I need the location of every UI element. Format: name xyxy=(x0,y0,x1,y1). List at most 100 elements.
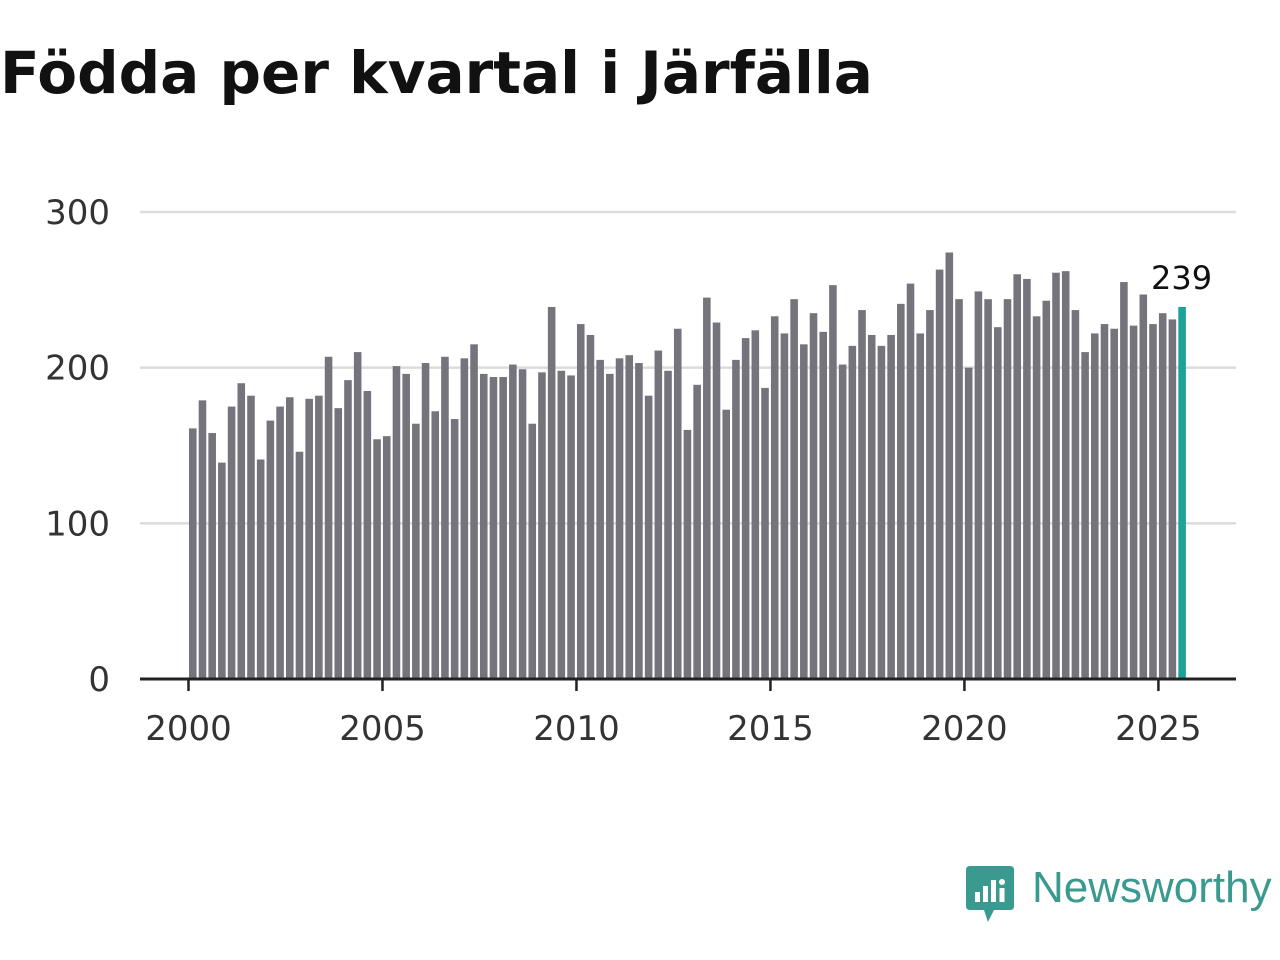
bar-2001Q2 xyxy=(237,383,246,679)
x-tick-label-2015: 2015 xyxy=(727,709,814,749)
bar-2024Q1 xyxy=(1120,282,1128,679)
bar-2000Q2 xyxy=(198,400,207,679)
bar-2018Q4 xyxy=(916,333,924,679)
bar-2006Q4 xyxy=(450,419,459,679)
bar-2012Q2 xyxy=(664,370,672,679)
bar-2021Q4 xyxy=(1032,316,1041,679)
y-tick-label-200: 200 xyxy=(45,349,110,389)
y-axis-ticks: 0 100 200 300 xyxy=(45,193,110,700)
bar-2016Q2 xyxy=(819,331,828,679)
bar-2011Q2 xyxy=(625,355,634,679)
y-tick-label-300: 300 xyxy=(45,193,110,233)
bar-2000Q3 xyxy=(208,433,216,679)
bar-2013Q2 xyxy=(703,297,711,679)
bar-2015Q1 xyxy=(770,316,779,679)
bar-2014Q1 xyxy=(732,359,740,679)
bar-2020Q4 xyxy=(994,327,1002,679)
bar-2009Q4 xyxy=(567,375,575,679)
bar-2005Q1 xyxy=(382,436,391,679)
bar-2003Q3 xyxy=(324,356,333,679)
bar-2004Q2 xyxy=(353,352,362,679)
bar-2008Q3 xyxy=(518,369,527,679)
bar-2008Q4 xyxy=(528,423,537,679)
x-tick-label-2020: 2020 xyxy=(921,709,1008,749)
bar-2021Q1 xyxy=(1003,299,1012,679)
bar-2014Q3 xyxy=(751,330,760,679)
bar-2002Q2 xyxy=(276,406,284,679)
bar-2003Q1 xyxy=(305,398,313,679)
bar-2004Q3 xyxy=(363,391,372,679)
bar-2017Q4 xyxy=(877,345,886,679)
bar-2013Q3 xyxy=(712,322,721,679)
bar-2016Q1 xyxy=(809,313,818,679)
bar-2013Q4 xyxy=(722,409,731,679)
bar-2017Q2 xyxy=(858,310,866,679)
x-tick-label-2025: 2025 xyxy=(1115,709,1202,749)
bar-2022Q1 xyxy=(1042,300,1051,679)
bar-2019Q1 xyxy=(926,310,934,679)
bar-2022Q4 xyxy=(1071,310,1080,679)
bar-2020Q2 xyxy=(974,291,983,679)
bar-2012Q4 xyxy=(683,429,692,679)
bar-2022Q2 xyxy=(1052,272,1060,679)
bar-2006Q3 xyxy=(441,356,449,679)
bar-2002Q1 xyxy=(266,420,275,679)
bar-2013Q1 xyxy=(693,384,701,679)
bar-2020Q3 xyxy=(984,299,992,679)
bar-2007Q1 xyxy=(460,358,469,679)
bar-2017Q1 xyxy=(848,345,857,679)
bar-2007Q4 xyxy=(489,377,498,679)
bar-2015Q2 xyxy=(780,333,789,679)
bar-2001Q3 xyxy=(247,395,255,679)
bar-2011Q3 xyxy=(635,363,643,679)
bar-2003Q4 xyxy=(334,408,343,679)
bar-2016Q4 xyxy=(838,364,847,679)
bar-2021Q2 xyxy=(1013,274,1021,679)
bar-2011Q4 xyxy=(644,395,653,679)
x-axis-ticks: 2000 2005 2010 2015 2020 2025 xyxy=(145,679,1202,749)
bar-2006Q1 xyxy=(421,363,430,679)
bar-2018Q3 xyxy=(906,283,915,679)
bar-2010Q3 xyxy=(596,359,604,679)
bar-2019Q3 xyxy=(945,252,954,679)
bar-2009Q1 xyxy=(538,372,546,679)
bar-2022Q3 xyxy=(1061,271,1070,679)
bar-2010Q2 xyxy=(586,334,595,679)
bar-2007Q3 xyxy=(479,373,488,679)
newsworthy-brand: Newsworthy xyxy=(964,862,1272,926)
bar-2014Q2 xyxy=(741,338,750,679)
bar-2015Q4 xyxy=(800,344,808,679)
bar-2019Q2 xyxy=(935,269,944,679)
bar-2023Q2 xyxy=(1091,333,1099,679)
bar-2019Q4 xyxy=(955,299,963,679)
data-label-last: 239 xyxy=(1151,259,1212,297)
bar-2008Q2 xyxy=(509,364,517,679)
y-tick-label-100: 100 xyxy=(45,504,110,544)
bar-2018Q1 xyxy=(887,334,895,679)
bar-2012Q1 xyxy=(654,350,663,679)
bar-2023Q1 xyxy=(1081,352,1089,679)
bar-2025Q3 xyxy=(1178,306,1186,679)
bar-2007Q2 xyxy=(470,344,478,679)
bar-2009Q2 xyxy=(547,306,556,679)
bar-2024Q4 xyxy=(1149,324,1157,679)
bar-2003Q2 xyxy=(315,395,323,679)
bar-2025Q2 xyxy=(1168,319,1177,679)
bar-2014Q4 xyxy=(761,387,769,679)
bar-2008Q1 xyxy=(499,377,507,679)
x-tick-label-2010: 2010 xyxy=(533,709,620,749)
y-tick-label-0: 0 xyxy=(88,660,110,700)
bar-2004Q1 xyxy=(344,380,352,679)
chart-title: Födda per kvartal i Järfälla xyxy=(0,39,873,107)
bar-2005Q3 xyxy=(402,373,410,679)
bar-2021Q3 xyxy=(1023,278,1031,679)
bar-2002Q3 xyxy=(285,397,294,679)
bar-2020Q1 xyxy=(964,367,973,679)
bar-2005Q4 xyxy=(412,423,420,679)
bar-2010Q4 xyxy=(606,373,614,679)
x-tick-label-2000: 2000 xyxy=(145,709,232,749)
bar-2023Q3 xyxy=(1100,324,1109,679)
bar-2001Q1 xyxy=(227,406,236,679)
newsworthy-logo-icon xyxy=(966,866,1014,922)
brand-name: Newsworthy xyxy=(1032,863,1272,912)
